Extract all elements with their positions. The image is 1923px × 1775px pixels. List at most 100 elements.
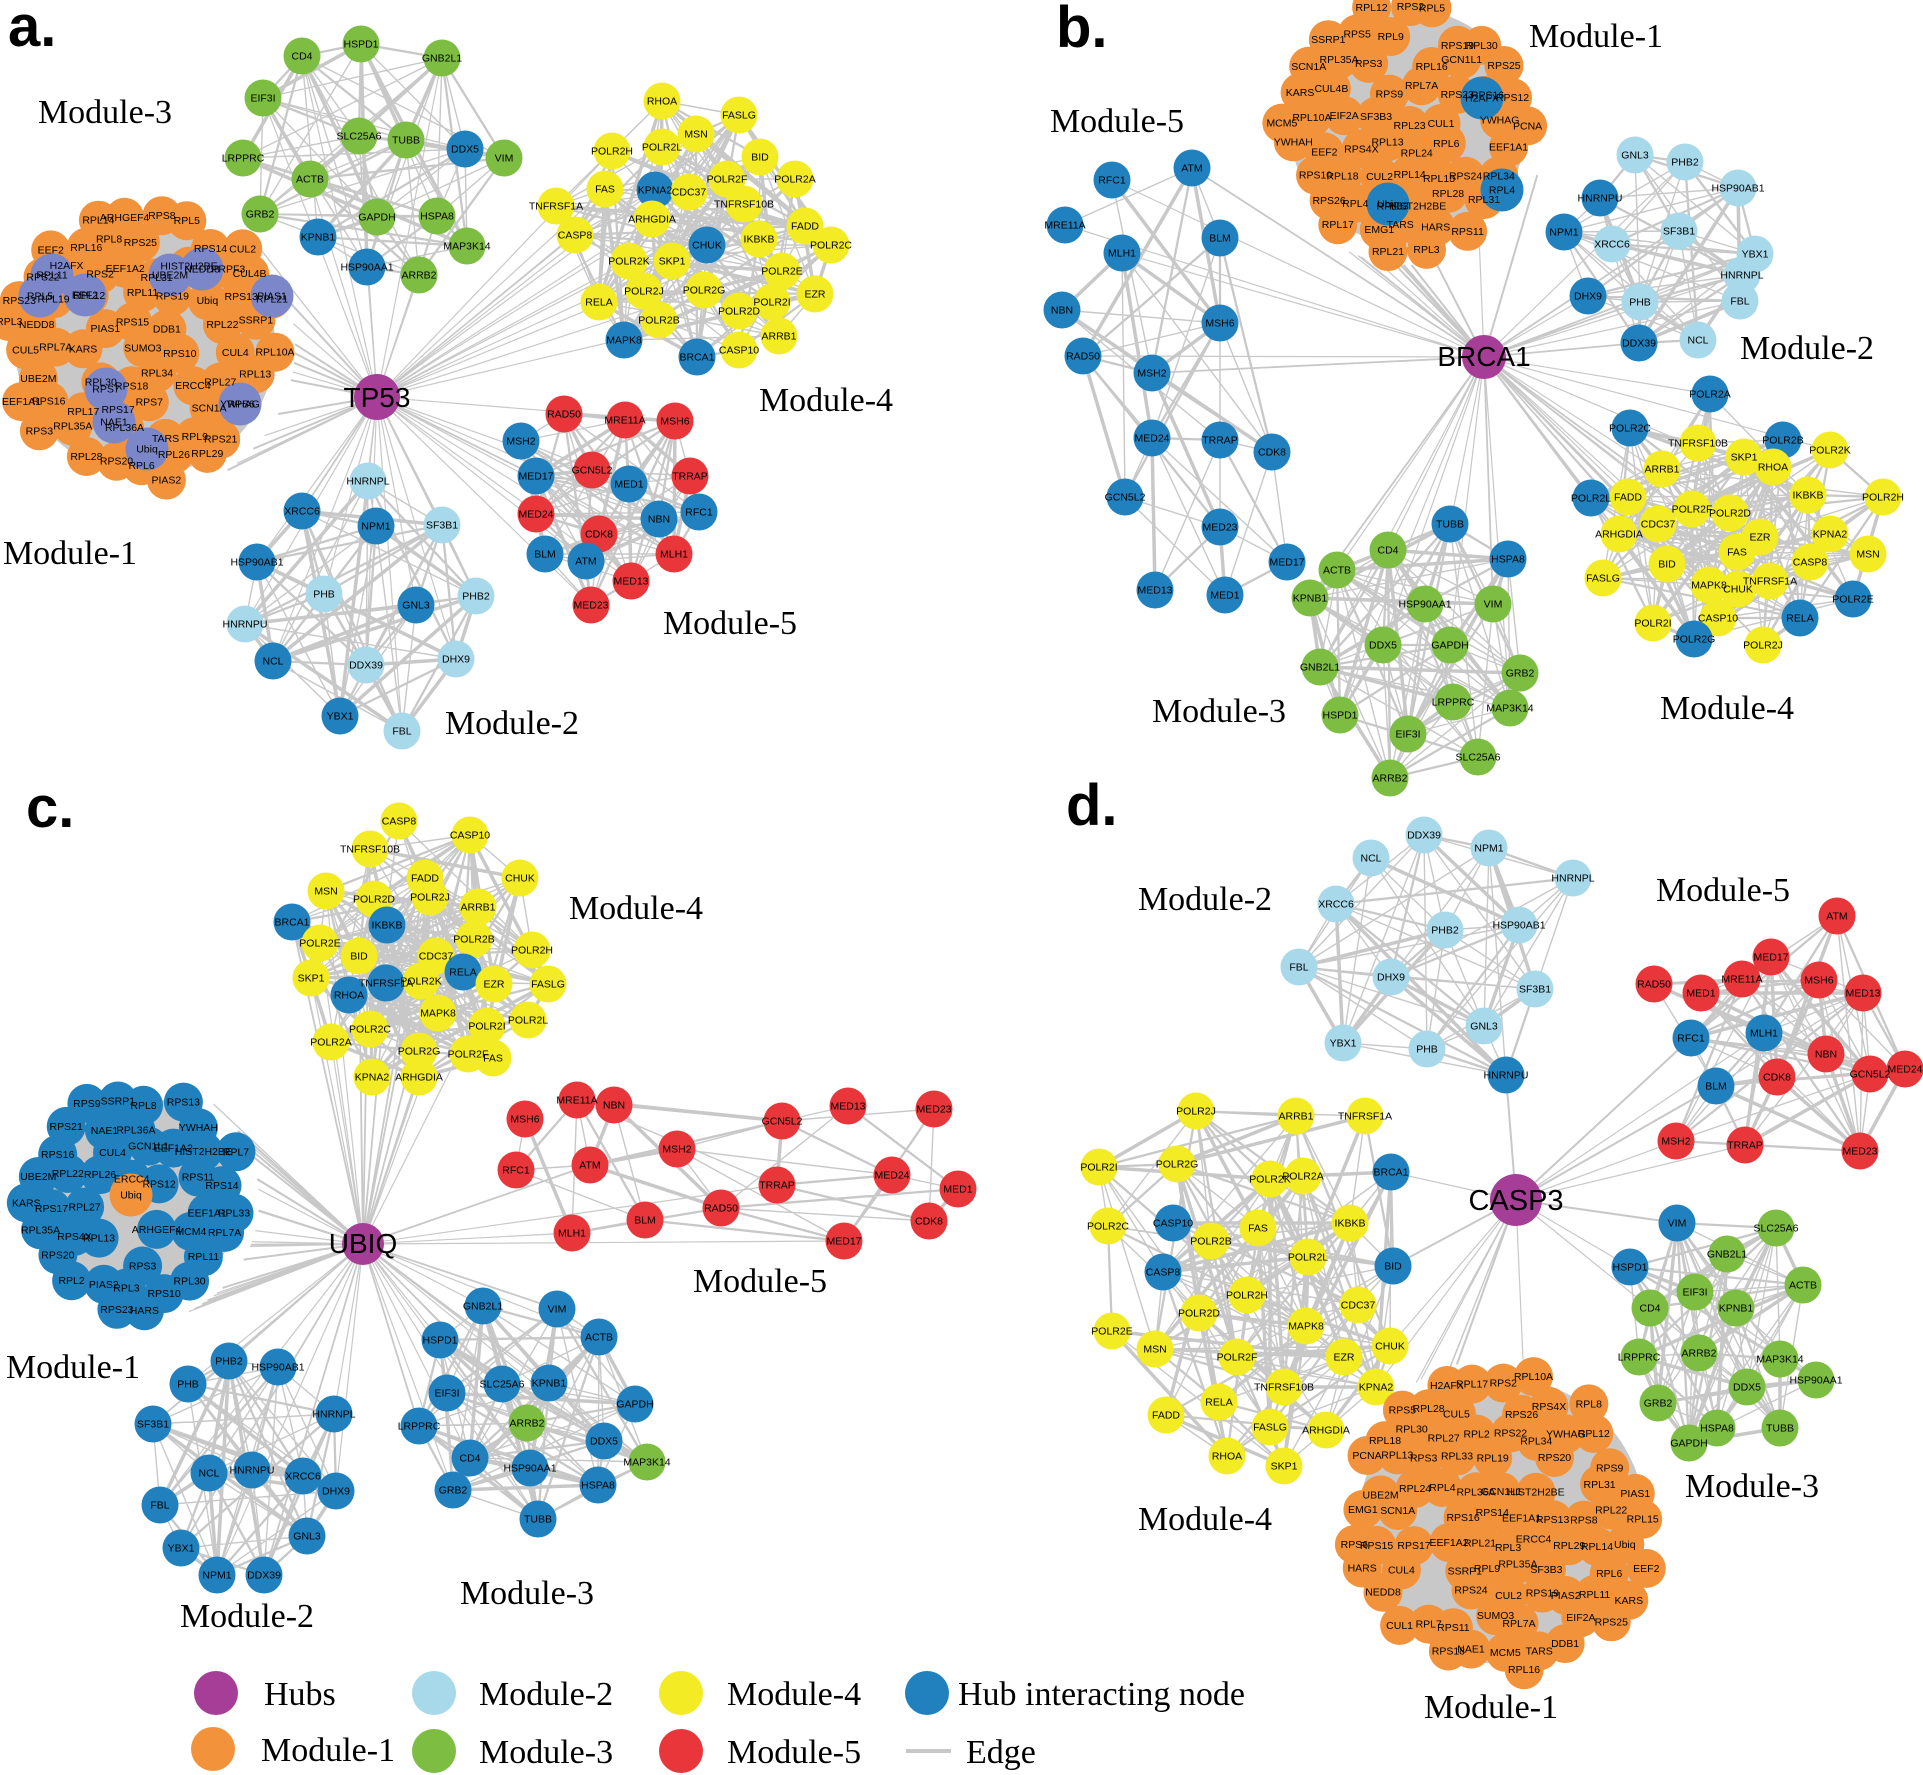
svg-text:CD4: CD4 [459,1453,480,1465]
svg-text:FAS: FAS [1248,1223,1268,1235]
svg-text:RPS10: RPS10 [147,1288,180,1300]
svg-text:RPS24: RPS24 [1454,1585,1487,1597]
svg-text:DHX9: DHX9 [442,654,470,666]
svg-text:PHB2: PHB2 [462,591,490,603]
svg-text:POLR2K: POLR2K [1809,445,1850,457]
svg-text:Module-4: Module-4 [1138,1501,1272,1538]
svg-text:POLR2J: POLR2J [624,286,664,298]
svg-text:NBN: NBN [1815,1049,1837,1061]
svg-text:ERCC4: ERCC4 [1516,1533,1552,1545]
svg-text:RPS25: RPS25 [1487,60,1520,72]
svg-text:POLR2F: POLR2F [707,174,748,186]
svg-text:MSH2: MSH2 [1137,368,1166,380]
svg-text:DHX9: DHX9 [1377,972,1405,984]
svg-text:FASLG: FASLG [1586,573,1620,585]
svg-text:RPL7A: RPL7A [1405,80,1438,92]
svg-text:RPL6: RPL6 [1596,1568,1622,1580]
svg-text:XRCC6: XRCC6 [1594,239,1630,251]
svg-text:KPNB1: KPNB1 [532,1378,567,1390]
svg-text:HARS: HARS [130,1305,159,1317]
svg-text:RPL10A: RPL10A [1514,1371,1553,1383]
svg-text:KPNB1: KPNB1 [301,232,336,244]
svg-text:Ubiq: Ubiq [197,295,219,307]
svg-text:EMG1: EMG1 [1348,1504,1378,1516]
svg-text:RPL11: RPL11 [36,270,67,282]
svg-text:Module-2: Module-2 [180,1598,314,1635]
svg-text:RPS17: RPS17 [35,1203,68,1215]
svg-text:POLR2A: POLR2A [310,1037,351,1049]
svg-text:RPL4: RPL4 [1429,1482,1455,1494]
svg-text:GCN1L1: GCN1L1 [128,1141,169,1153]
svg-text:RPL30: RPL30 [174,1276,206,1288]
svg-text:ARRB2: ARRB2 [1372,773,1407,785]
svg-text:RPS3: RPS3 [1410,1452,1438,1464]
svg-text:CASP10: CASP10 [719,345,759,357]
svg-text:EIF2A: EIF2A [1566,1612,1595,1624]
svg-text:RPL21: RPL21 [1372,246,1404,258]
svg-text:EIF3I: EIF3I [1682,1287,1707,1299]
svg-text:GNL3: GNL3 [402,600,430,612]
svg-text:CUL4B: CUL4B [233,268,267,280]
svg-text:SSRP1: SSRP1 [1311,34,1346,46]
svg-text:CHUK: CHUK [692,240,722,252]
svg-text:KPNA2: KPNA2 [1813,529,1848,541]
svg-text:RPS18: RPS18 [1432,1646,1465,1658]
svg-text:MAPK8: MAPK8 [420,1008,456,1020]
svg-text:CUL4: CUL4 [1388,1565,1415,1577]
svg-text:GNB2L1: GNB2L1 [1707,1249,1747,1261]
svg-text:Module-3: Module-3 [1685,1468,1819,1505]
svg-text:MED24: MED24 [518,509,553,521]
svg-text:IKBKB: IKBKB [372,920,403,932]
svg-text:MED23: MED23 [1202,522,1237,534]
svg-text:CDC37: CDC37 [419,951,454,963]
svg-text:EEF1A1: EEF1A1 [1502,1513,1541,1525]
svg-text:RPS20: RPS20 [1538,1452,1571,1464]
svg-text:POLR2J: POLR2J [1743,640,1783,652]
svg-text:RPL28: RPL28 [1413,1403,1445,1415]
svg-text:RPL18: RPL18 [1369,1435,1401,1447]
svg-text:MED13: MED13 [1137,585,1172,597]
svg-text:TUBB: TUBB [1436,519,1464,531]
svg-text:Ubiq: Ubiq [1377,199,1399,211]
svg-text:TUBB: TUBB [392,135,420,147]
svg-text:MLH1: MLH1 [1750,1028,1778,1040]
svg-text:RPL35A: RPL35A [1498,1559,1537,1571]
svg-text:SUMO3: SUMO3 [124,342,162,354]
svg-text:RPL12: RPL12 [1578,1428,1610,1440]
svg-text:Module-1: Module-1 [1529,18,1663,55]
svg-text:BRCA1: BRCA1 [679,352,714,364]
svg-text:CDC37: CDC37 [1341,1300,1376,1312]
svg-text:POLR2K: POLR2K [400,976,441,988]
svg-text:RPL9: RPL9 [1474,1563,1500,1575]
svg-text:YWHAG: YWHAG [220,399,260,411]
svg-text:Module-4: Module-4 [727,1676,861,1713]
svg-text:RPL26: RPL26 [84,1169,116,1181]
svg-text:RPS3: RPS3 [1355,58,1383,70]
svg-text:RPS9: RPS9 [1596,1462,1624,1474]
svg-text:RPL30: RPL30 [85,376,117,388]
svg-text:RHOA: RHOA [1212,1451,1242,1463]
svg-text:POLR2B: POLR2B [1190,1236,1231,1248]
svg-text:POLR2H: POLR2H [511,945,553,957]
svg-text:RPL3: RPL3 [1413,244,1439,256]
svg-text:HNRNPU: HNRNPU [223,619,268,631]
svg-text:RPS16: RPS16 [32,396,65,408]
svg-text:MED17: MED17 [1269,557,1304,569]
svg-text:POLR2F: POLR2F [1217,1352,1258,1364]
svg-text:RPL34: RPL34 [141,367,173,379]
svg-text:b.: b. [1056,0,1108,60]
svg-text:RPS19: RPS19 [1441,40,1474,52]
svg-text:ACTB: ACTB [1789,1280,1817,1292]
svg-text:CASP8: CASP8 [382,816,417,828]
svg-text:NBN: NBN [603,1100,625,1112]
svg-text:RPL21: RPL21 [1464,1537,1496,1549]
svg-text:PHB2: PHB2 [1671,157,1699,169]
svg-text:MAP3K14: MAP3K14 [1756,1354,1803,1366]
svg-text:XRCC6: XRCC6 [285,1471,321,1483]
svg-text:RPS4X: RPS4X [1532,1401,1566,1413]
svg-text:RPS20: RPS20 [100,456,133,468]
svg-text:IKBKB: IKBKB [1335,1218,1366,1230]
svg-text:PRPF3: PRPF3 [211,264,245,276]
svg-text:RPL5: RPL5 [174,215,200,227]
svg-text:RPL30: RPL30 [1466,40,1498,52]
